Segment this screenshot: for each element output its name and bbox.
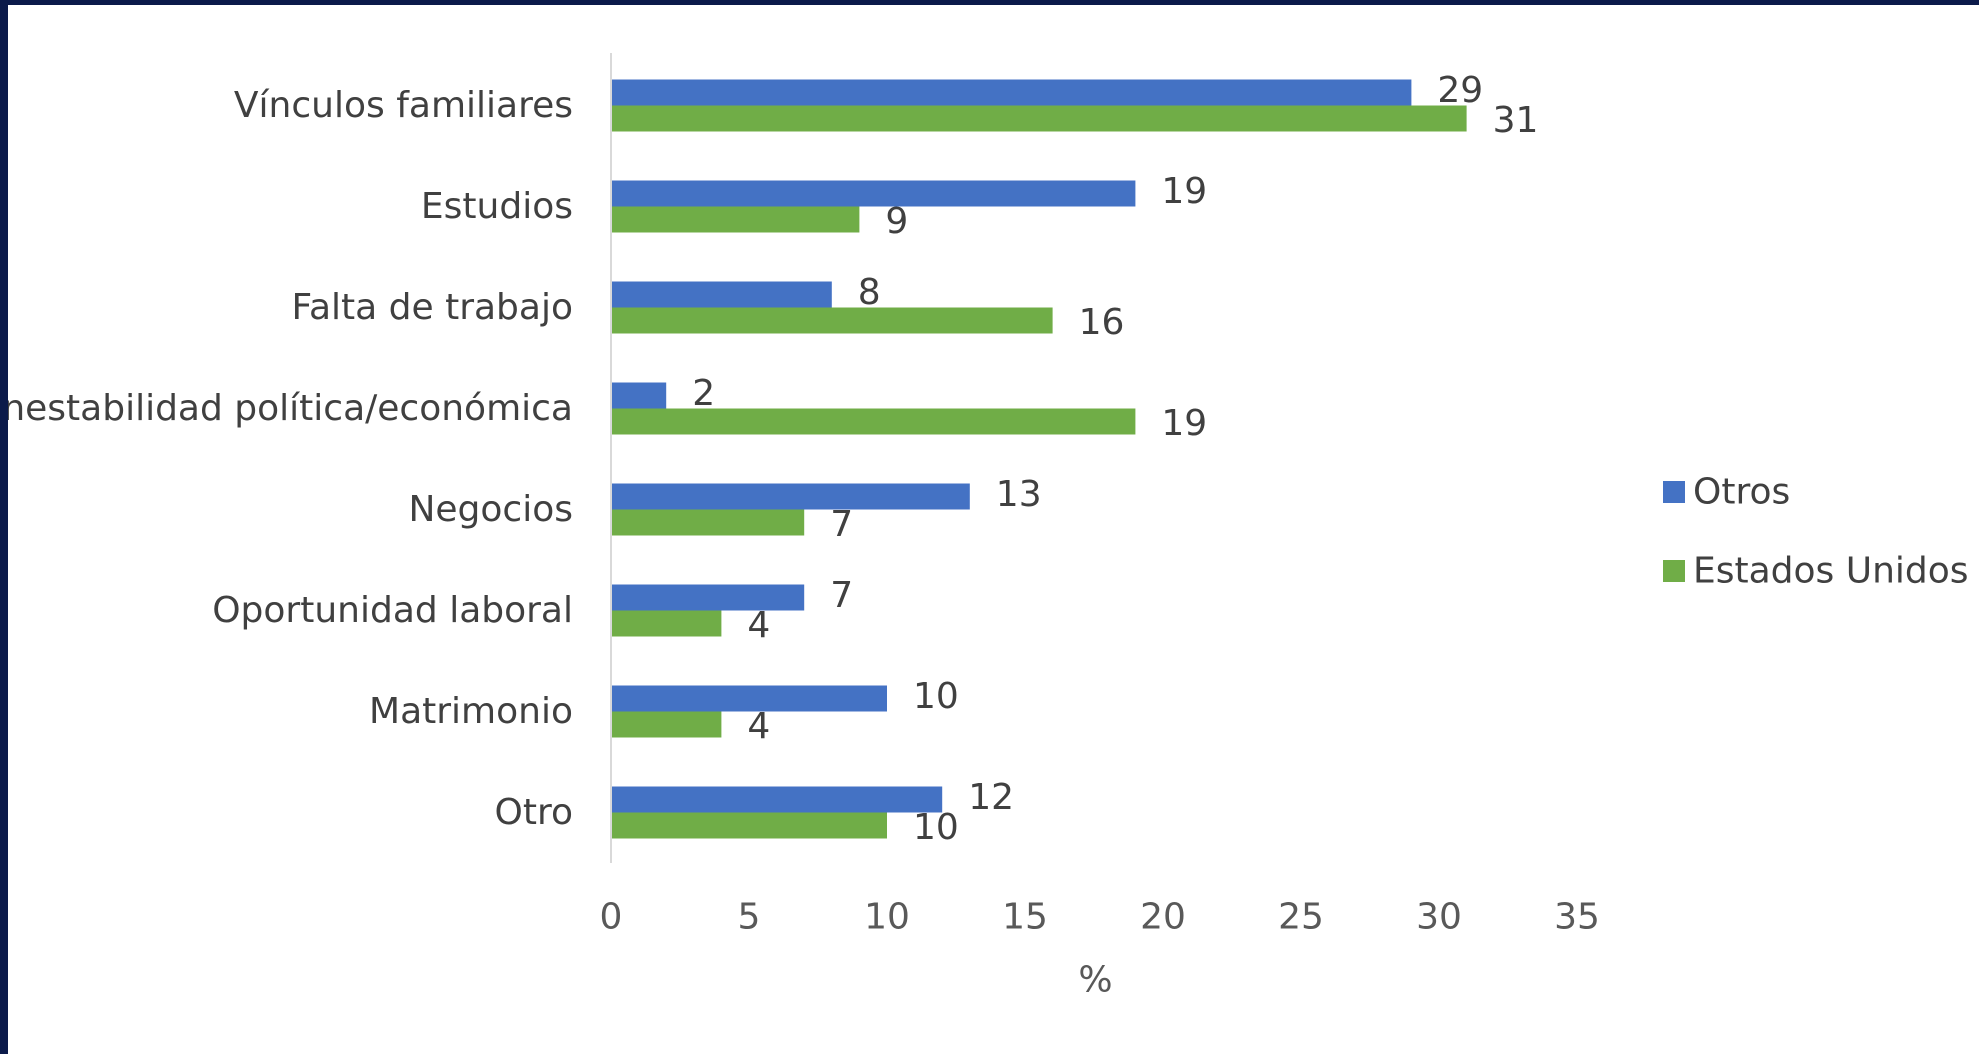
bar-estados-unidos-otro bbox=[611, 812, 887, 839]
bar-estados-unidos-inestabilidad-politica-economica bbox=[611, 408, 1136, 435]
data-label-estados-unidos-inestabilidad-politica-economica: 19 bbox=[1161, 403, 1207, 444]
data-label-estados-unidos-negocios: 7 bbox=[830, 504, 853, 545]
category-label-falta-de-trabajo: Falta de trabajo bbox=[292, 287, 573, 328]
data-label-otros-falta-de-trabajo: 8 bbox=[858, 272, 881, 313]
category-label-matrimonio: Matrimonio bbox=[369, 691, 573, 732]
bar-otros-inestabilidad-politica-economica bbox=[611, 382, 667, 409]
bar-estados-unidos-falta-de-trabajo bbox=[611, 307, 1053, 334]
legend-swatch-otros bbox=[1663, 481, 1685, 503]
legend: Otros Estados Unidos bbox=[1663, 472, 1969, 592]
category-label-oportunidad-laboral: Oportunidad laboral bbox=[212, 590, 573, 631]
data-label-otros-oportunidad-laboral: 7 bbox=[830, 575, 853, 616]
bar-otros-estudios bbox=[611, 180, 1136, 207]
x-tick-label-35: 35 bbox=[1554, 897, 1600, 938]
data-label-estados-unidos-vinculos-familiares: 31 bbox=[1493, 100, 1539, 141]
category-label-otro: Otro bbox=[495, 792, 574, 833]
bar-estados-unidos-matrimonio bbox=[611, 711, 722, 738]
data-label-estados-unidos-falta-de-trabajo: 16 bbox=[1079, 302, 1125, 343]
category-label-negocios: Negocios bbox=[408, 489, 573, 530]
data-label-estados-unidos-estudios: 9 bbox=[885, 201, 908, 242]
x-tick-label-0: 0 bbox=[600, 897, 623, 938]
data-label-otros-inestabilidad-politica-economica: 2 bbox=[692, 373, 715, 414]
data-label-estados-unidos-otro: 10 bbox=[913, 807, 959, 848]
x-tick-label-20: 20 bbox=[1140, 897, 1186, 938]
bar-otros-matrimonio bbox=[611, 685, 887, 712]
data-label-otros-estudios: 19 bbox=[1161, 171, 1207, 212]
bar-estados-unidos-negocios bbox=[611, 509, 805, 536]
category-label-estudios: Estudios bbox=[421, 186, 573, 227]
category-label-inestabilidad-politica-economica: Inestabilidad política/económica bbox=[8, 388, 573, 429]
x-tick-label-25: 25 bbox=[1278, 897, 1324, 938]
category-label-vinculos-familiares: Vínculos familiares bbox=[234, 85, 573, 126]
bar-estados-unidos-vinculos-familiares bbox=[611, 105, 1467, 132]
bar-estados-unidos-oportunidad-laboral bbox=[611, 610, 722, 637]
data-label-estados-unidos-matrimonio: 4 bbox=[747, 706, 770, 747]
bar-estados-unidos-estudios bbox=[611, 206, 860, 233]
chart-panel: 29 31 19 9 8 16 2 19 13 7 7 4 10 4 12 10 Vínculos famil… bbox=[8, 5, 1979, 1054]
axes-group: Vínculos familiares Estudios Falta de trab… bbox=[8, 53, 1600, 1001]
bar-otros-negocios bbox=[611, 483, 970, 510]
data-label-estados-unidos-oportunidad-laboral: 4 bbox=[747, 605, 770, 646]
data-label-otros-negocios: 13 bbox=[996, 474, 1042, 515]
data-label-otros-otro: 12 bbox=[968, 777, 1014, 818]
bar-otros-falta-de-trabajo bbox=[611, 281, 832, 308]
data-label-otros-matrimonio: 10 bbox=[913, 676, 959, 717]
legend-label-estados-unidos: Estados Unidos bbox=[1693, 551, 1969, 592]
legend-swatch-estados-unidos bbox=[1663, 560, 1685, 582]
x-tick-label-10: 10 bbox=[864, 897, 910, 938]
x-tick-label-15: 15 bbox=[1002, 897, 1048, 938]
bar-otros-otro bbox=[611, 786, 943, 813]
x-axis-title: % bbox=[1078, 960, 1112, 1001]
data-label-otros-vinculos-familiares: 29 bbox=[1437, 70, 1483, 111]
x-tick-label-5: 5 bbox=[738, 897, 761, 938]
x-tick-label-30: 30 bbox=[1416, 897, 1462, 938]
bar-otros-vinculos-familiares bbox=[611, 79, 1412, 106]
legend-label-otros: Otros bbox=[1693, 472, 1790, 513]
bar-otros-oportunidad-laboral bbox=[611, 584, 805, 611]
